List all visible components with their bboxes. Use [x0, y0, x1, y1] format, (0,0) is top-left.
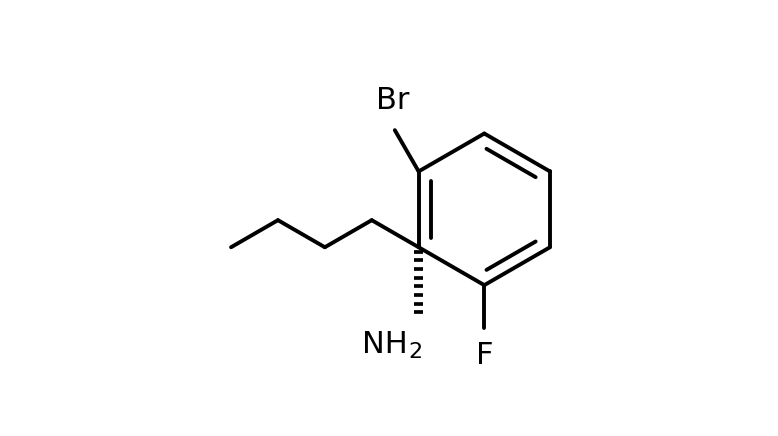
Text: NH: NH: [362, 330, 408, 358]
Text: Br: Br: [376, 86, 409, 115]
Text: F: F: [475, 341, 493, 371]
Text: 2: 2: [408, 342, 422, 362]
